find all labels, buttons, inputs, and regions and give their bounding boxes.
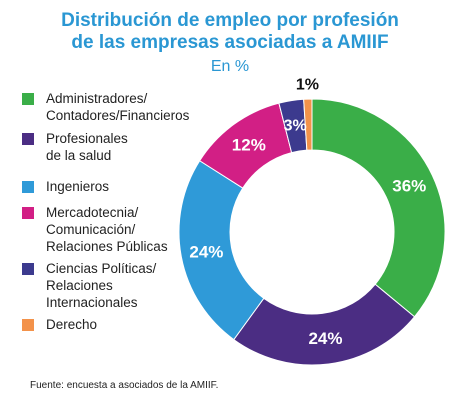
legend-item-derecho: Derecho (22, 316, 97, 333)
legend-item-ingenieros: Ingenieros (22, 178, 109, 195)
legend-item-salud: Profesionales de la salud (22, 130, 128, 164)
slice-label-ciencias-politicas: 3% (284, 117, 307, 134)
donut-slices (178, 98, 446, 366)
slice-label-administradores: 36% (392, 177, 426, 196)
source-note: Fuente: encuesta a asociados de la AMIIF… (30, 380, 219, 391)
slice-label-mercadotecnia: 12% (232, 136, 266, 155)
legend-label: Administradores/ Contadores/Financieros (46, 91, 190, 123)
legend-label: Ciencias Políticas/ Relaciones Internaci… (46, 261, 157, 310)
chart-title-line-1: Distribución de empleo por profesión (61, 10, 399, 31)
legend-swatch (22, 263, 34, 275)
legend-item-administradores: Administradores/ Contadores/Financieros (22, 90, 189, 124)
legend-swatch (22, 181, 34, 193)
slice-label-salud: 24% (308, 329, 342, 348)
legend-label: Derecho (46, 317, 98, 332)
donut-slice-labels: 36% 24% 24% 12% 3% 1% (189, 77, 426, 349)
slice-label-ingenieros: 24% (189, 243, 223, 262)
legend-item-ciencias-politicas: Ciencias Políticas/ Relaciones Internaci… (22, 260, 156, 311)
legend-label: Ingenieros (46, 179, 110, 194)
chart-subtitle: En % (210, 58, 250, 75)
legend-swatch (22, 207, 34, 219)
legend-swatch (22, 319, 34, 331)
chart-title-line-2: de las empresas asociadas a AMIIF (71, 32, 389, 53)
donut-slice-derecho (303, 98, 313, 151)
donut-slice-administradores (311, 98, 446, 318)
legend-label: Profesionales de la salud (46, 131, 128, 163)
chart-title: Distribución de empleo por profesión de … (60, 10, 400, 54)
legend-swatch (22, 133, 34, 145)
legend-label: Mercadotecnia/ Comunicación/ Relaciones … (46, 205, 168, 254)
legend-item-mercadotecnia: Mercadotecnia/ Comunicación/ Relaciones … (22, 204, 168, 255)
legend-swatch (22, 93, 34, 105)
slice-label-derecho: 1% (296, 77, 319, 94)
